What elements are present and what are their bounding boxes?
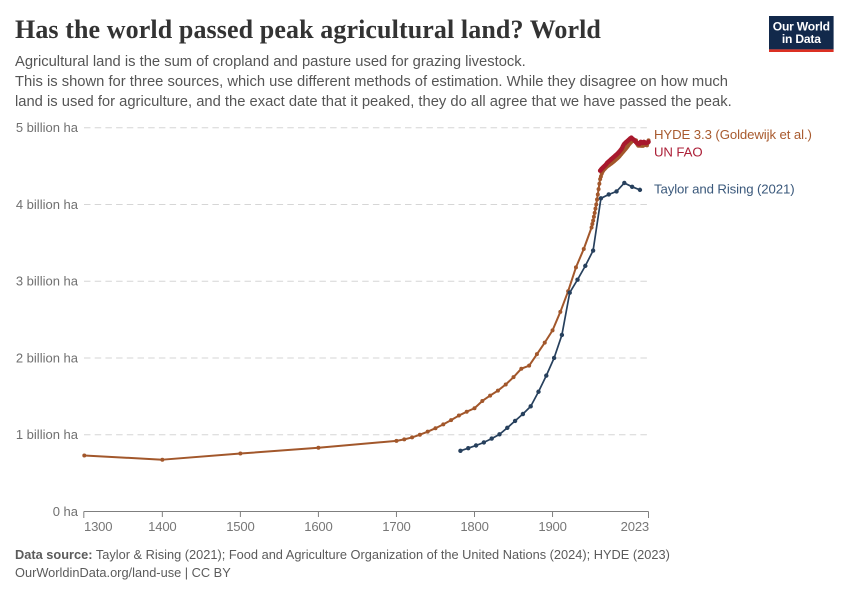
svg-text:HYDE 3.3 (Goldewijk et al.): HYDE 3.3 (Goldewijk et al.) (654, 127, 812, 142)
svg-text:1400: 1400 (148, 519, 176, 534)
svg-text:in Data: in Data (782, 32, 821, 46)
svg-text:Agricultural land is the sum o: Agricultural land is the sum of cropland… (15, 54, 526, 70)
svg-text:1500: 1500 (226, 519, 254, 534)
svg-text:Taylor and Rising (2021): Taylor and Rising (2021) (654, 182, 795, 197)
svg-text:Data source: Taylor & Rising (: Data source: Taylor & Rising (2021); Foo… (15, 547, 670, 562)
svg-text:land is used for agriculture,: land is used for agriculture, and the ex… (15, 94, 732, 110)
svg-text:0 ha: 0 ha (53, 504, 79, 519)
svg-text:5 billion ha: 5 billion ha (16, 120, 79, 135)
svg-text:OurWorldinData.org/land-use |: OurWorldinData.org/land-use | CC BY (15, 565, 231, 580)
svg-text:Has the world passed peak agri: Has the world passed peak agricultural l… (15, 15, 601, 44)
svg-text:4 billion ha: 4 billion ha (16, 197, 79, 212)
svg-text:1300: 1300 (84, 519, 112, 534)
svg-text:1800: 1800 (460, 519, 488, 534)
svg-text:2023: 2023 (621, 519, 649, 534)
svg-text:1900: 1900 (538, 519, 566, 534)
svg-text:Our World: Our World (773, 20, 830, 34)
svg-text:2 billion ha: 2 billion ha (16, 350, 79, 365)
svg-text:1 billion ha: 1 billion ha (16, 427, 79, 442)
svg-text:This is shown for three source: This is shown for three sources, which u… (15, 74, 728, 90)
svg-text:1700: 1700 (382, 519, 410, 534)
svg-text:UN FAO: UN FAO (654, 145, 703, 160)
svg-text:1600: 1600 (304, 519, 332, 534)
svg-text:3 billion ha: 3 billion ha (16, 274, 79, 289)
